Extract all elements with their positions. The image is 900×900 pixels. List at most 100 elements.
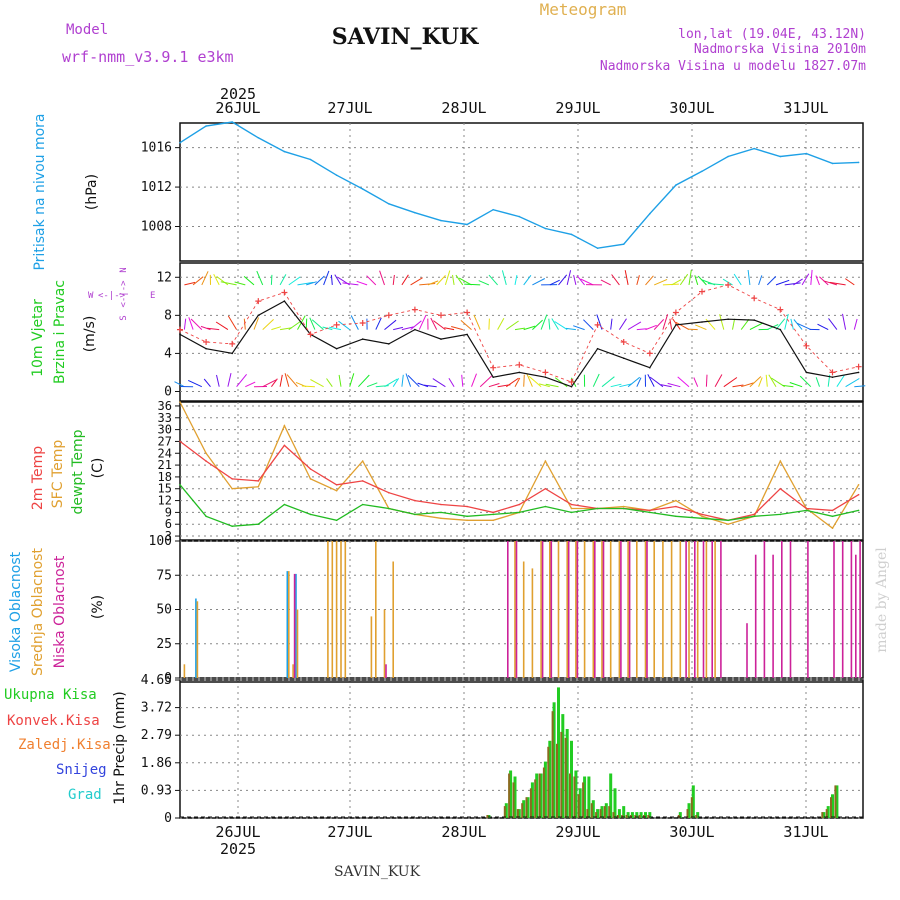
pressure-line-point-1 bbox=[205, 125, 207, 127]
wind-arrow-1-127 bbox=[732, 318, 736, 330]
svg-text:E: E bbox=[150, 291, 155, 301]
precip-total-bar-23 bbox=[587, 776, 591, 818]
wind-arrow-0-51 bbox=[401, 274, 409, 286]
temp-2m-line-point-12 bbox=[492, 511, 495, 514]
precip-conv-bar-27 bbox=[603, 806, 606, 818]
precip-total-bar-16 bbox=[557, 687, 560, 818]
wind-arrow-2-61 bbox=[432, 378, 446, 388]
pressure-line-point-17 bbox=[622, 243, 625, 245]
wind-title: 10m Vjetar bbox=[30, 299, 46, 377]
wind-arrow-1-51 bbox=[401, 326, 414, 331]
wind-arrow-0-13 bbox=[220, 281, 237, 286]
sfc-temp-line-point-17 bbox=[622, 505, 625, 508]
precip-total-bar-7 bbox=[517, 809, 521, 818]
precip-conv-bar-21 bbox=[577, 794, 580, 818]
wind-gust-point-26 bbox=[855, 363, 862, 370]
wind-arrow-2-31 bbox=[301, 385, 315, 388]
wind-arrow-1-75 bbox=[506, 320, 519, 331]
temp-2m-line-point-25 bbox=[831, 509, 834, 512]
cloud-unit: (%) bbox=[90, 595, 106, 619]
pressure-line-point-20 bbox=[701, 170, 703, 173]
wind-arrow-1-21 bbox=[271, 326, 282, 331]
precip-conv-bar-28 bbox=[608, 806, 611, 818]
precip-conv-bar-7 bbox=[516, 809, 519, 818]
wind-arrow-2-57 bbox=[417, 382, 429, 388]
wind-arrow-2-51 bbox=[401, 374, 404, 387]
dewpt-line-point-24 bbox=[805, 509, 808, 512]
pressure-line-point-22 bbox=[753, 147, 755, 150]
wind-arrow-0-139 bbox=[784, 282, 801, 286]
ytick-label-3-3: 25 bbox=[156, 637, 172, 652]
wind-arrow-1-23 bbox=[280, 327, 292, 331]
pressure-line-point-9 bbox=[414, 211, 416, 214]
wind-arrow-1-71 bbox=[488, 318, 490, 330]
wind-arrow-0-17 bbox=[243, 276, 255, 286]
wind-mean-line-point-14 bbox=[544, 376, 547, 379]
wind-arrow-2-99 bbox=[610, 383, 622, 388]
wind-arrow-0-87 bbox=[558, 274, 568, 286]
bottom-day-labels: 26JUL 27JUL 28JUL 29JUL 30JUL 31JUL bbox=[215, 823, 828, 841]
temp-2m-line-point-0 bbox=[179, 440, 181, 443]
ytick-label-2-7: 15 bbox=[158, 482, 172, 496]
pressure-unit: (hPa) bbox=[84, 174, 100, 210]
precip-title-d: Snijeg bbox=[56, 762, 107, 778]
precip-total-bar-14 bbox=[548, 740, 552, 818]
precip-conv-bar-23 bbox=[586, 809, 589, 818]
wind-mean-line-point-2 bbox=[231, 352, 233, 355]
wind-mean-line-point-9 bbox=[414, 328, 416, 331]
wind-arrow-2-89 bbox=[554, 377, 568, 388]
top-day-0: 26JUL bbox=[215, 99, 260, 117]
bottom-day-5: 31JUL bbox=[783, 823, 828, 841]
precip-total-bar-46 bbox=[687, 803, 691, 818]
wind-arrow-2-5 bbox=[187, 379, 203, 388]
dewpt-line-point-2 bbox=[231, 525, 233, 527]
wind-arrow-2-109 bbox=[647, 374, 655, 387]
precip-title-b: Konvek.Kisa bbox=[7, 713, 100, 729]
wind-arrow-1-99 bbox=[610, 318, 613, 330]
sfc-temp-line-point-14 bbox=[544, 460, 547, 462]
ytick-label-0-2: 1008 bbox=[141, 220, 172, 235]
temp-2m-line-point-6 bbox=[335, 484, 338, 486]
wind-arrow-1-139 bbox=[784, 313, 789, 330]
wind-arrow-1-79 bbox=[523, 325, 536, 331]
wind-arrow-0-105 bbox=[636, 275, 640, 286]
wind-gust-point-7 bbox=[359, 320, 366, 326]
wind-arrow-1-17 bbox=[253, 317, 260, 330]
dewpt-line-point-12 bbox=[492, 513, 495, 516]
precip-total-bar-11 bbox=[535, 773, 539, 818]
top-day-labels: 26JUL 27JUL 28JUL 29JUL 30JUL 31JUL bbox=[215, 99, 828, 117]
wind-mean-line-point-7 bbox=[361, 338, 364, 340]
dewpt-line-point-7 bbox=[361, 503, 364, 506]
wind-arrow-1-13 bbox=[227, 315, 238, 330]
svg-text:W: W bbox=[88, 291, 94, 301]
wind-arrow-1-9 bbox=[207, 327, 220, 331]
wind-arrow-0-41 bbox=[342, 282, 359, 286]
wind-arrow-1-1 bbox=[183, 318, 187, 330]
wind-arrow-0-81 bbox=[532, 278, 546, 286]
precip-conv-bar-47 bbox=[690, 797, 693, 818]
wind-arrow-2-135 bbox=[765, 374, 768, 387]
sfc-temp-line-point-3 bbox=[257, 486, 260, 488]
wind-arrow-0-11 bbox=[216, 276, 229, 286]
temp-title-b: SFC Temp bbox=[50, 440, 66, 509]
wind-arrow-0-61 bbox=[444, 270, 451, 286]
wind-arrow-2-97 bbox=[601, 376, 615, 388]
wind-arrow-2-113 bbox=[660, 384, 672, 388]
precip-total-bar-28 bbox=[609, 773, 613, 818]
wind-arrow-1-19 bbox=[262, 319, 274, 330]
temp-2m-line-point-5 bbox=[309, 468, 312, 470]
wind-title2: Brzina i Pravac bbox=[52, 280, 68, 384]
precip-conv-bar-4 bbox=[503, 806, 506, 818]
precip-total-bar-48 bbox=[696, 812, 700, 818]
wind-gust-point-22 bbox=[751, 295, 758, 302]
precip-conv-bar-14 bbox=[547, 746, 550, 818]
pressure-line-point-24 bbox=[805, 152, 808, 155]
wind-arrow-0-77 bbox=[514, 275, 518, 285]
precip-total-bar-5 bbox=[509, 770, 513, 818]
wind-arrow-1-141 bbox=[790, 318, 794, 330]
model-elevation: Nadmorska Visina u modelu 1827.07m bbox=[600, 59, 866, 74]
wind-arrow-2-65 bbox=[461, 374, 464, 387]
wind-arrow-1-151 bbox=[828, 318, 838, 330]
pressure-line-point-4 bbox=[283, 150, 286, 153]
